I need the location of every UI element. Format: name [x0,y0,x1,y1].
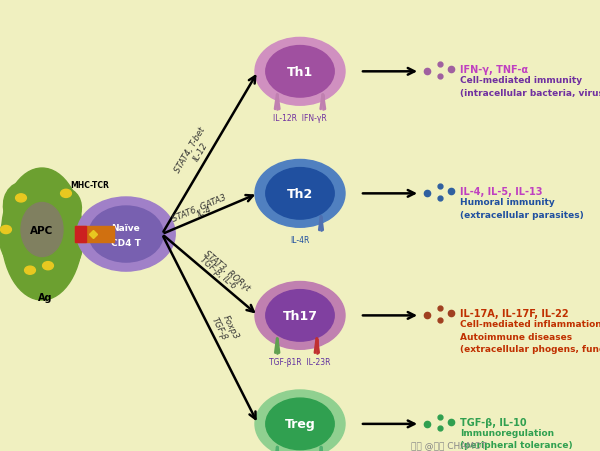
Circle shape [266,168,334,220]
Text: IL-17A, IL-17F, IL-22: IL-17A, IL-17F, IL-22 [460,308,569,318]
Text: STAT3, RORγt: STAT3, RORγt [202,248,251,292]
Text: TGF-β1R  IL-23R: TGF-β1R IL-23R [269,358,331,367]
Text: CD4 T: CD4 T [111,238,141,247]
Circle shape [255,282,345,350]
Text: MHC-TCR: MHC-TCR [71,180,109,189]
Circle shape [77,198,175,272]
Text: 知乎 @乔默 CHAMOT: 知乎 @乔默 CHAMOT [411,440,487,449]
Text: IL-4R: IL-4R [290,236,310,245]
Text: TGF-β, IL-6: TGF-β, IL-6 [197,255,238,290]
Text: Naïve: Naïve [112,223,140,232]
Text: STAT4, T-bet: STAT4, T-bet [173,126,207,175]
Text: (extracellular phogens, fungi): (extracellular phogens, fungi) [460,345,600,354]
Text: (extracellular parasites): (extracellular parasites) [460,210,584,219]
Ellipse shape [21,203,63,257]
Text: IL-4: IL-4 [196,204,214,218]
Circle shape [43,262,53,270]
Ellipse shape [2,169,83,300]
Text: Treg: Treg [284,418,316,430]
Text: Humoral immunity: Humoral immunity [460,198,555,207]
Circle shape [89,207,163,262]
Bar [75,227,86,243]
Ellipse shape [4,182,68,251]
Text: Ag: Ag [38,293,52,303]
Circle shape [25,267,35,275]
Ellipse shape [38,188,82,236]
Circle shape [266,398,334,450]
Text: TGF-β: TGF-β [210,315,229,341]
Circle shape [255,390,345,451]
Circle shape [266,46,334,98]
Text: IL-4, IL-5, IL-13: IL-4, IL-5, IL-13 [460,187,543,197]
Text: (intracellular bacteria, viruses): (intracellular bacteria, viruses) [460,88,600,97]
Text: STAT6, GATA3: STAT6, GATA3 [171,192,227,223]
Text: (peripheral tolerance): (peripheral tolerance) [460,440,573,449]
Text: Th17: Th17 [283,309,317,322]
Text: Th1: Th1 [287,66,313,78]
Text: Cell-mediated inflammation: Cell-mediated inflammation [460,319,600,328]
Ellipse shape [26,221,82,285]
Text: IL-12R  IFN-γR: IL-12R IFN-γR [273,114,327,123]
Circle shape [266,290,334,341]
Circle shape [1,226,11,234]
Text: TGF-β, IL-10: TGF-β, IL-10 [460,417,527,427]
Text: IFN-γ, TNF-α: IFN-γ, TNF-α [460,65,529,75]
Text: Cell-mediated immunity: Cell-mediated immunity [460,76,583,85]
Bar [75,227,114,243]
Circle shape [255,38,345,106]
Text: APC: APC [31,225,53,235]
Ellipse shape [0,214,49,273]
Text: Foxp3: Foxp3 [221,313,240,340]
Circle shape [255,160,345,228]
Text: Autoimmune diseases: Autoimmune diseases [460,332,572,341]
Text: IL-12: IL-12 [192,141,210,163]
Text: Th2: Th2 [287,188,313,200]
Circle shape [16,194,26,202]
Circle shape [61,190,71,198]
Text: Immunoregulation: Immunoregulation [460,428,554,437]
